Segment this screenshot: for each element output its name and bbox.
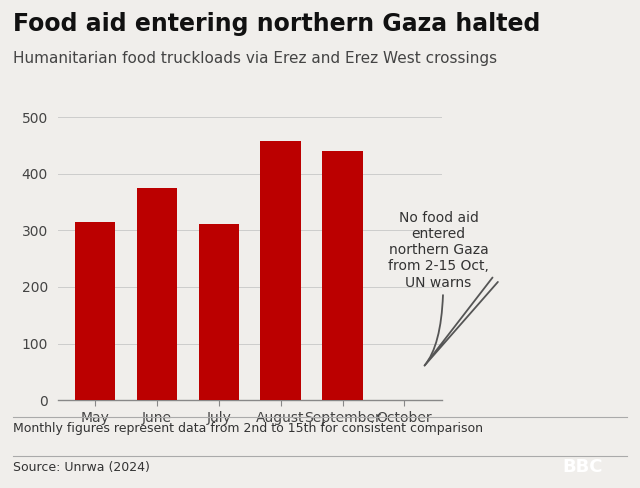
Bar [323, 151, 363, 400]
Text: Food aid entering northern Gaza halted: Food aid entering northern Gaza halted [13, 12, 540, 36]
Text: No food aid
entered
northern Gaza
from 2-15 Oct,
UN warns: No food aid entered northern Gaza from 2… [388, 211, 498, 366]
Text: Humanitarian food truckloads via Erez and Erez West crossings: Humanitarian food truckloads via Erez an… [13, 51, 497, 66]
Text: Source: Unrwa (2024): Source: Unrwa (2024) [13, 461, 150, 474]
Bar [136, 188, 177, 400]
Text: Monthly figures represent data from 2nd to 15th for consistent comparison: Monthly figures represent data from 2nd … [13, 422, 483, 435]
Bar [75, 222, 115, 400]
Bar [260, 142, 301, 400]
Text: BBC: BBC [562, 458, 603, 476]
Bar [198, 224, 239, 400]
